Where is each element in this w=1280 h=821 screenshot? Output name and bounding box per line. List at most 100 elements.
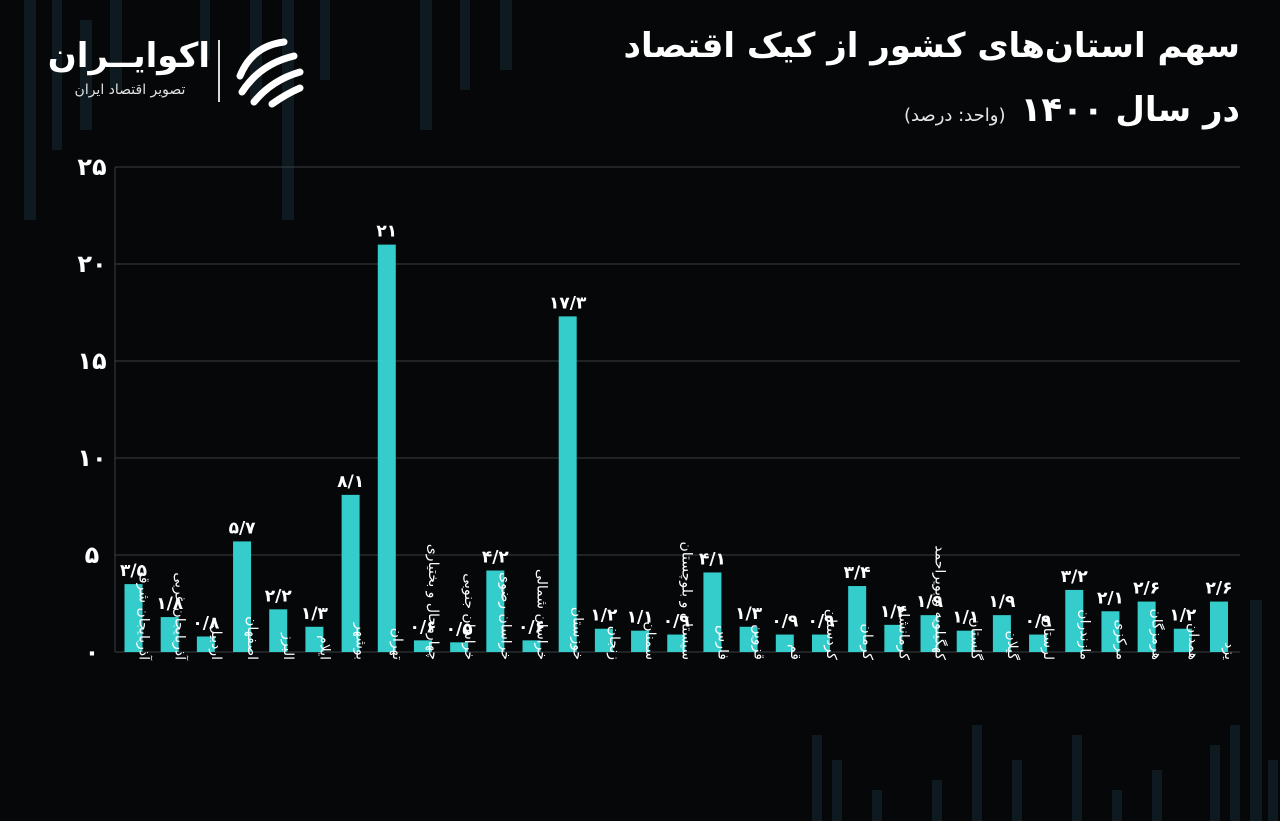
bar (160, 617, 179, 652)
bar (305, 626, 324, 652)
x-axis-categories: آذربایجان شرقی آذربایجان غربی اردبیل اصفهان… (136, 541, 1238, 661)
bar-value-label: ۳/۲ (1061, 567, 1089, 587)
category-label: قم (787, 644, 803, 660)
bar (1065, 589, 1084, 652)
decorative-bar (1210, 745, 1220, 821)
decorative-bar (972, 725, 982, 821)
bar-value-label: ۱/۴ (880, 602, 907, 622)
bar (450, 642, 469, 652)
bar-value-label: ۰/۹ (771, 612, 799, 632)
bar-value-label: ۲/۲ (265, 586, 293, 606)
bar-value-label: ۱/۹ (916, 592, 944, 612)
category-label: البرز (280, 632, 296, 660)
decorative-bar (1230, 725, 1240, 821)
bar-value-label: ۰/۶ (409, 617, 436, 637)
category-label: چهارمحال و بختیاری (425, 544, 441, 660)
bar (992, 615, 1011, 652)
bar-value-label: ۱/۲ (1169, 606, 1197, 626)
chart-subtitle: در سال ۱۴۰۰ (واحد: درصد) (904, 90, 1240, 130)
bar (1173, 628, 1192, 652)
category-label: یزد (1221, 642, 1237, 660)
decorative-bar (24, 0, 36, 220)
category-label: آذربایجان غربی (172, 572, 189, 661)
bar-value-label: ۱/۳ (735, 604, 763, 624)
bar (558, 316, 577, 652)
decorative-bar (320, 0, 330, 80)
category-label: تهران (389, 628, 405, 660)
bar-value-label: ۴/۱ (699, 549, 726, 569)
bar (1137, 601, 1156, 652)
bar-value-label: ۱۷/۳ (549, 293, 587, 313)
bar-value-label: ۱/۳ (301, 604, 329, 624)
category-label: سیستان و بلوچستان (678, 541, 694, 660)
category-label: همدان (1185, 623, 1201, 660)
y-axis-ticks: ۰ ۵ ۱۰ ۱۵ ۲۰ ۲۵ (77, 153, 106, 666)
bar (196, 636, 215, 652)
bar (1029, 634, 1048, 652)
category-label: مرکزی (1112, 619, 1128, 660)
bar (775, 634, 794, 652)
bar-value-label: ۱/۲ (590, 606, 618, 626)
category-label: گیلان (1004, 630, 1021, 660)
bar (884, 624, 903, 652)
decorative-bar (52, 0, 62, 150)
bar (739, 626, 758, 652)
decorative-bar (1152, 770, 1162, 821)
y-tick-label: ۱۵ (77, 347, 106, 375)
brand-tagline: تصویر اقتصاد ایران (74, 82, 186, 98)
bar-value-label: ۱/۱ (627, 608, 654, 628)
category-label: کرمان (859, 624, 875, 661)
bar-value-label: ۰/۹ (807, 612, 835, 632)
category-label: خراسان رضوی (497, 572, 513, 660)
decorative-bar (110, 0, 122, 90)
decorative-bar (460, 0, 470, 90)
decorative-bar (812, 735, 822, 821)
category-label: لرستان (1040, 618, 1056, 661)
bar (341, 494, 360, 652)
category-label: آذربایجان شرقی (136, 565, 153, 661)
brand-divider (218, 40, 220, 102)
category-label: گلستان (968, 617, 985, 660)
decorative-bar (500, 0, 512, 70)
bar-value-label: ۰/۶ (518, 617, 545, 637)
bar-value-label: ۰/۹ (1025, 612, 1053, 632)
bar (124, 584, 143, 652)
bar (1101, 611, 1120, 652)
bar-value-label: ۲/۶ (1206, 579, 1233, 599)
ecoiran-logo-icon (236, 38, 304, 108)
bar-value-label: ۲۱ (376, 222, 397, 242)
bar (522, 640, 541, 652)
category-label: کرمانشاه (895, 606, 911, 660)
category-label: سمنان (642, 621, 658, 660)
decorative-bar (1112, 790, 1122, 821)
category-label: خراسان شمالی (534, 569, 550, 660)
value-labels: ۳/۵ ۱/۸ ۰/۸ ۵/۷ ۲/۲ ۱/۳ ۸/۱ ۲۱ ۰/۶ ۰/۵ ۴/۲ ۰/۶ ۱۷/۳ ۱… (120, 222, 1232, 640)
bar (486, 570, 505, 652)
bar-value-label: ۵/۷ (229, 518, 257, 538)
bar (631, 630, 650, 652)
decorative-bar (832, 760, 842, 821)
category-label: کهگیلویه و بویراحمد (932, 545, 949, 660)
title-year: در سال ۱۴۰۰ (1020, 90, 1240, 130)
bar-value-label: ۱/۸ (156, 594, 184, 614)
bar-value-label: ۰/۵ (446, 619, 473, 639)
bar-value-label: ۲/۱ (1097, 588, 1124, 608)
bar (594, 628, 613, 652)
bar-value-label: ۳/۵ (120, 561, 147, 581)
brand-name: اکوایــران (47, 36, 210, 76)
category-label: فارس (714, 625, 730, 660)
bar-value-label: ۳/۴ (844, 563, 871, 583)
bar-value-label: ۸/۱ (337, 472, 364, 492)
y-tick-label: ۰ (85, 638, 100, 666)
category-label: ایلام (316, 635, 332, 660)
category-label: اردبیل (208, 624, 224, 660)
category-label: کردستان (823, 609, 839, 660)
bar (269, 609, 288, 652)
category-label: خراسان جنوبی (461, 573, 477, 660)
category-label: هرمزگان (1149, 608, 1166, 660)
bar (233, 541, 252, 652)
bars (124, 244, 1228, 652)
decorative-bar (200, 0, 210, 60)
